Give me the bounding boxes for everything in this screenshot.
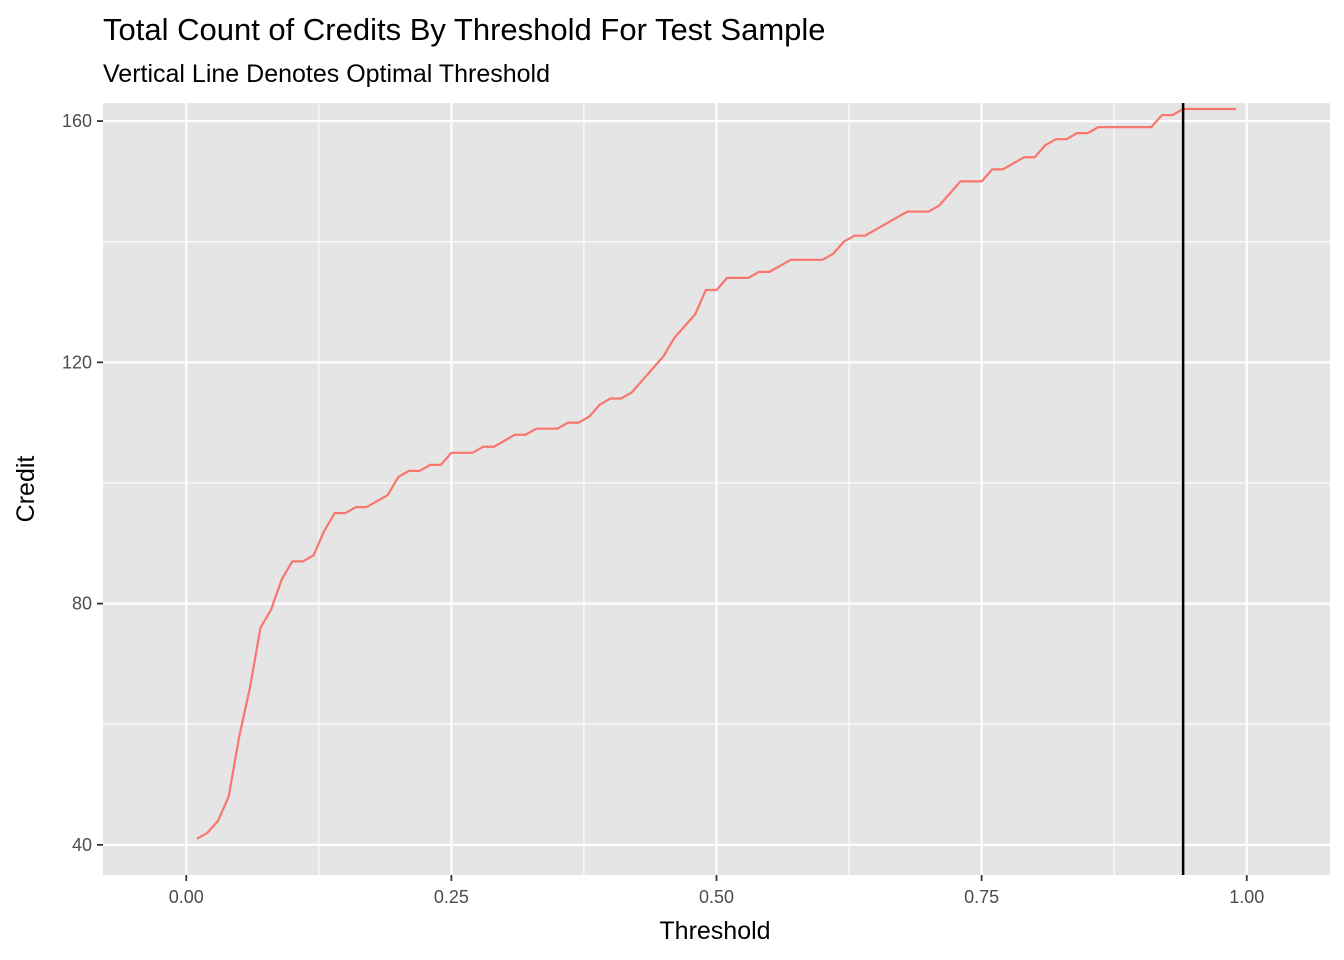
major-gridlines (103, 103, 1330, 875)
x-axis-ticks: 0.00 0.25 0.50 0.75 1.00 (169, 875, 1264, 907)
x-axis-title: Threshold (659, 917, 770, 945)
y-tick-label: 160 (62, 111, 92, 131)
y-axis-title: Credit (12, 456, 40, 523)
y-axis-ticks: 40 80 120 160 (62, 111, 103, 855)
x-tick-label: 0.00 (169, 887, 204, 907)
x-tick-label: 0.50 (699, 887, 734, 907)
y-tick-label: 120 (62, 352, 92, 372)
y-tick-label: 40 (72, 835, 92, 855)
x-tick-label: 1.00 (1229, 887, 1264, 907)
chart-title: Total Count of Credits By Threshold For … (103, 12, 826, 47)
chart-subtitle: Vertical Line Denotes Optimal Threshold (103, 60, 550, 88)
x-tick-label: 0.25 (434, 887, 469, 907)
credit-line (196, 107, 1237, 840)
x-tick-label: 0.75 (964, 887, 999, 907)
y-tick-label: 80 (72, 594, 92, 614)
